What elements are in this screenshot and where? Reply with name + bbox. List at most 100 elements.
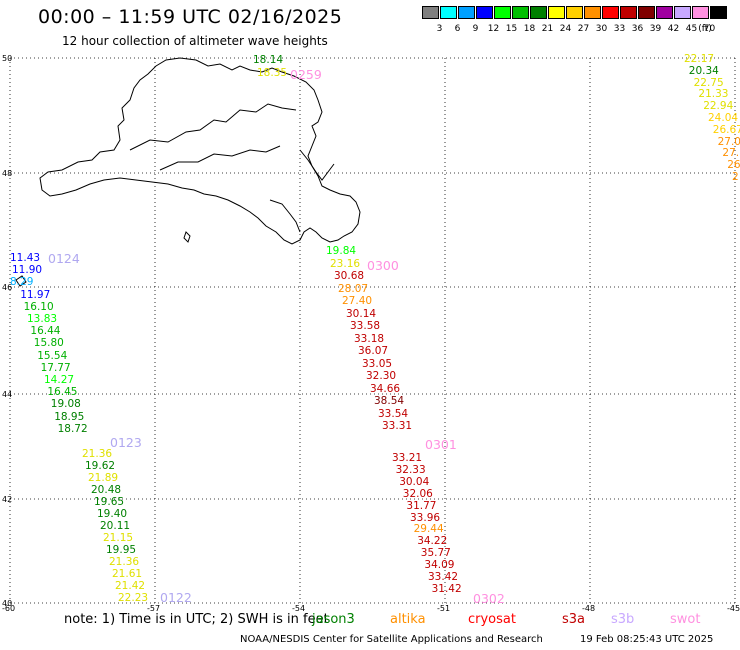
wave-height-label: 28.07: [338, 282, 369, 295]
wave-height-label: 21.36: [109, 556, 140, 568]
bay-coast: [299, 149, 335, 181]
legend-label: 18: [523, 24, 536, 34]
legend-swatch: [638, 6, 655, 19]
wave-height-label: 27.: [722, 147, 740, 160]
wave-height-label: 11.43: [10, 252, 41, 264]
longitude-label: -60: [2, 604, 15, 613]
credit-text: NOAA/NESDIS Center for Satellite Applica…: [240, 634, 543, 645]
wave-height-label: 24.04: [708, 112, 739, 124]
wave-height-label: 18.95: [54, 410, 85, 423]
pass-time-label: 0302: [473, 591, 505, 606]
satellite-legend-item: cryosat: [468, 612, 516, 627]
wave-height-label: 26.67: [712, 123, 740, 136]
latitude-label: 42: [2, 495, 12, 504]
wave-height-label: 29.44: [413, 523, 444, 536]
wave-height-label: 19.08: [50, 398, 81, 411]
pass-time-label: 0301: [425, 437, 457, 452]
wave-height-label: 19.95: [106, 544, 137, 556]
wave-height-label: 33.21: [392, 452, 423, 464]
wave-height-label: 19.40: [97, 508, 128, 520]
inner-bay-coast-2: [159, 145, 281, 171]
longitude-label: -51: [437, 604, 450, 613]
legend-swatch: [674, 6, 691, 19]
wave-height-label: 22.75: [693, 76, 724, 89]
wave-height-label: 34.22: [417, 535, 448, 548]
wave-height-label: 15.54: [37, 349, 68, 362]
map-subtitle: 12 hour collection of altimeter wave hei…: [62, 34, 328, 48]
wave-height-label: 34.09: [424, 559, 455, 572]
wave-height-label: 21.61: [112, 568, 143, 580]
legend-swatch: [512, 6, 529, 19]
pass-time-label: 0300: [367, 258, 399, 273]
satellite-legend-item: swot: [670, 612, 701, 627]
legend-swatch: [566, 6, 583, 19]
legend-label: 9: [472, 24, 479, 34]
satellite-legend-item: s3a: [562, 612, 586, 627]
wave-height-label: 30.14: [346, 307, 377, 320]
wave-height-label: 33.96: [410, 511, 441, 524]
island-coast-1: [183, 231, 191, 243]
footer-note: note: 1) Time is in UTC; 2) SWH is in fe…: [64, 612, 329, 627]
wave-height-label: 23.16: [330, 257, 361, 270]
satellite-legend-item: altika: [390, 612, 426, 627]
wave-height-label: 16.45: [47, 386, 78, 399]
inner-bay-coast: [129, 103, 297, 151]
pass-time-label: 0122: [160, 590, 192, 605]
satellite-legend-item: jason3: [312, 612, 355, 627]
wave-height-label: 13.83: [27, 313, 58, 325]
wave-height-label: 16.44: [30, 325, 61, 338]
wave-height-label: 22.17: [684, 53, 715, 65]
legend-label: 12: [487, 24, 500, 34]
wave-height-label: 22.94: [703, 100, 734, 113]
latitude-label: 50: [2, 54, 12, 63]
wave-height-label: 32.06: [402, 487, 433, 500]
legend-swatch: [620, 6, 637, 19]
wave-height-label: 11.90: [12, 264, 43, 277]
legend-swatch: [440, 6, 457, 19]
legend-swatch: [530, 6, 547, 19]
wave-height-label: 11.97: [20, 288, 51, 301]
wave-height-label: 19.84: [326, 245, 357, 257]
legend-swatch: [494, 6, 511, 19]
wave-height-label: 33.42: [428, 571, 459, 583]
latitude-label: 44: [2, 390, 12, 399]
legend-swatch: [656, 6, 673, 19]
wave-height-label: 30.68: [334, 270, 365, 282]
wave-height-label: 21.33: [698, 88, 729, 101]
legend-label: 30: [595, 24, 608, 34]
pass-time-label: 0123: [110, 435, 142, 450]
wave-height-label: 14.27: [44, 374, 75, 386]
coastline: [15, 57, 361, 287]
wave-height-label: 32.30: [366, 370, 397, 382]
wave-height-label: 33.54: [378, 407, 409, 420]
wave-height-label: 19.62: [85, 460, 116, 472]
wave-height-label: 21.36: [82, 448, 113, 460]
longitude-label: -48: [582, 604, 595, 613]
wave-height-label: 27.0: [717, 135, 740, 148]
legend-label: 70: [703, 24, 716, 34]
legend-label: 42: [667, 24, 680, 34]
generated-timestamp: 19 Feb 08:25:43 UTC 2025: [580, 634, 714, 645]
wave-height-label: 18.35: [257, 67, 288, 79]
longitude-label: -57: [147, 604, 160, 613]
latitude-label: 46: [2, 283, 12, 292]
wave-height-label: 31.77: [406, 499, 437, 512]
legend-swatch: [422, 6, 439, 19]
wave-height-label: 33.58: [350, 320, 381, 332]
wave-height-label: 33.18: [354, 332, 385, 345]
wave-height-label: 34.66: [370, 382, 401, 395]
legend-label: 27: [577, 24, 590, 34]
wave-height-label: 22.23: [118, 592, 149, 604]
pass-time-label: 0259: [290, 67, 322, 82]
wave-height-label: 20.34: [688, 64, 719, 77]
wave-height-label: 35.77: [420, 547, 451, 560]
legend-label: 6: [454, 24, 461, 34]
wave-height-label: 21.89: [88, 472, 119, 484]
legend-label: 33: [613, 24, 626, 34]
latitude-label: 48: [2, 169, 12, 178]
wave-height-label: 30.04: [399, 475, 430, 488]
legend-label: 24: [559, 24, 572, 34]
satellite-legend-item: s3b: [611, 612, 635, 627]
wave-height-label: 20.48: [91, 484, 122, 496]
